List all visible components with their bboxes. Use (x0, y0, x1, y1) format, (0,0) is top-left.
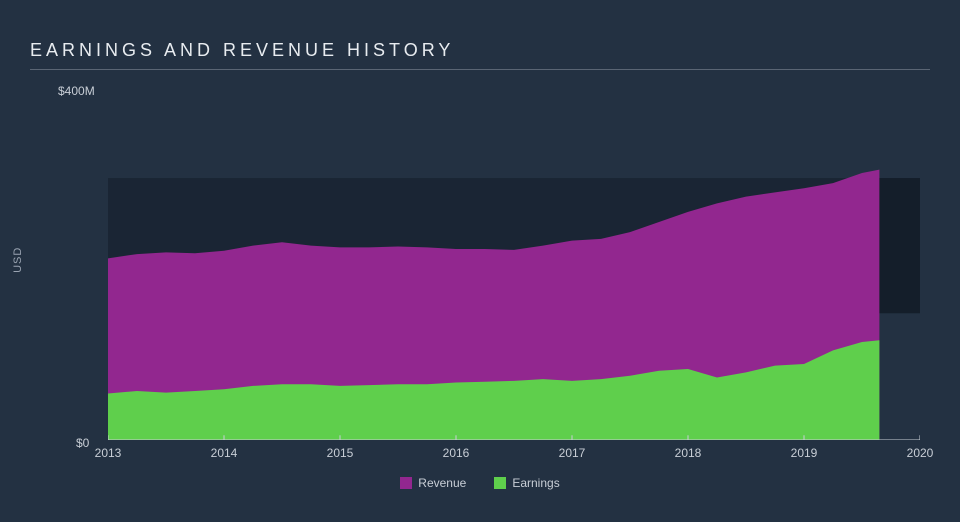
x-tick-label: 2019 (791, 446, 818, 460)
legend-label-earnings: Earnings (512, 476, 559, 490)
x-axis-ticks: 20132014201520162017201820192020 (108, 446, 920, 464)
legend-swatch-earnings (494, 477, 506, 489)
x-tick-label: 2020 (907, 446, 934, 460)
chart-title: EARNINGS AND REVENUE HISTORY (30, 40, 930, 70)
area-chart-svg (108, 102, 920, 440)
x-tick-label: 2018 (675, 446, 702, 460)
x-tick-label: 2013 (95, 446, 122, 460)
y-axis-max: $400M (58, 84, 95, 98)
legend: Revenue Earnings (30, 476, 930, 490)
x-tick-label: 2017 (559, 446, 586, 460)
x-tick-label: 2016 (443, 446, 470, 460)
plot-area (108, 102, 920, 440)
y-axis-label: USD (12, 247, 24, 273)
legend-swatch-revenue (400, 477, 412, 489)
legend-item-revenue: Revenue (400, 476, 466, 490)
x-tick-label: 2015 (327, 446, 354, 460)
y-axis-zero: $0 (76, 436, 89, 450)
x-tick-label: 2014 (211, 446, 238, 460)
legend-label-revenue: Revenue (418, 476, 466, 490)
legend-item-earnings: Earnings (494, 476, 559, 490)
chart-container: EARNINGS AND REVENUE HISTORY USD $400M $… (0, 0, 960, 522)
plot-wrap: USD $400M $0 201320142015201620172018201… (30, 90, 930, 470)
